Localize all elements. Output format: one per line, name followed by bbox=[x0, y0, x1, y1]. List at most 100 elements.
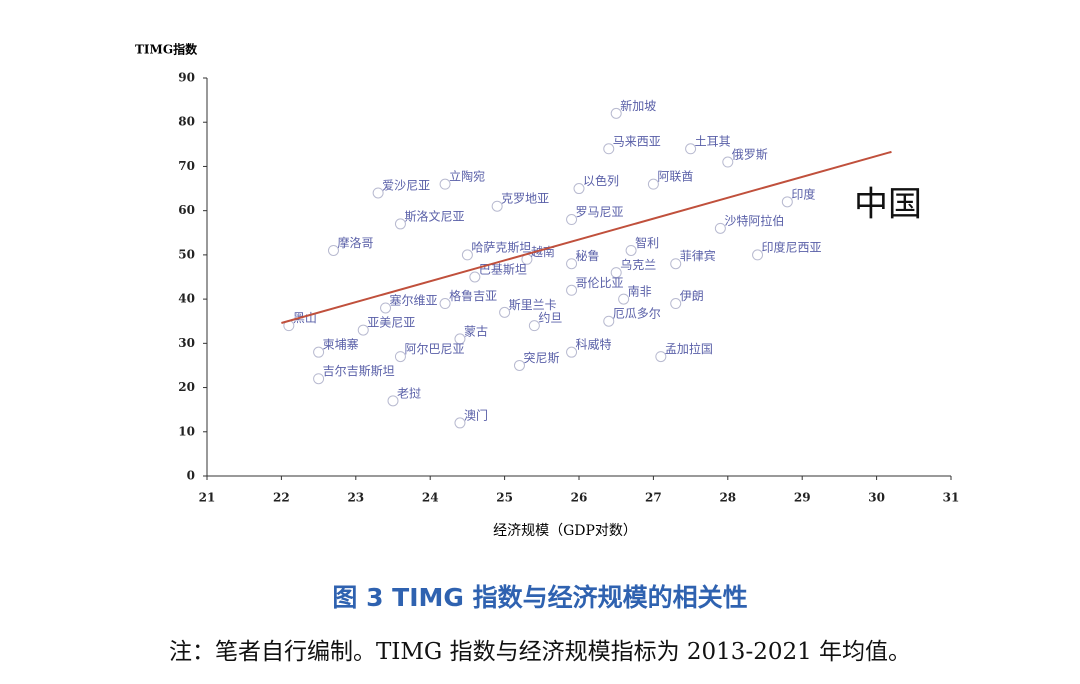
x-tick-label: 25 bbox=[496, 491, 513, 505]
point-label: 新加坡 bbox=[620, 98, 656, 113]
point-label: 秘鲁 bbox=[576, 249, 600, 263]
point bbox=[781, 196, 793, 208]
y-tick-label: 0 bbox=[187, 469, 195, 483]
y-tick-label: 40 bbox=[178, 292, 195, 306]
point-label: 哈萨克斯坦 bbox=[471, 240, 531, 254]
y-tick-label: 30 bbox=[178, 336, 195, 350]
point-label: 科威特 bbox=[576, 337, 612, 352]
point bbox=[327, 244, 339, 256]
point-label: 格鲁吉亚 bbox=[449, 288, 497, 303]
x-tick-label: 24 bbox=[422, 491, 439, 505]
point bbox=[603, 315, 615, 327]
point-label: 爱沙尼亚 bbox=[382, 178, 430, 192]
point bbox=[439, 298, 451, 310]
point bbox=[566, 214, 578, 226]
x-tick-label: 27 bbox=[645, 491, 662, 505]
point bbox=[618, 293, 630, 305]
point bbox=[655, 351, 667, 363]
point bbox=[566, 284, 578, 296]
x-tick-label: 31 bbox=[943, 491, 960, 505]
point bbox=[372, 187, 384, 199]
point-label: 智利 bbox=[635, 235, 659, 250]
point bbox=[461, 249, 473, 261]
x-tick-label: 22 bbox=[273, 491, 290, 505]
y-tick-label: 10 bbox=[178, 424, 195, 438]
point-label: 澳门 bbox=[464, 407, 488, 422]
y-tick-label: 60 bbox=[178, 203, 195, 217]
point-label: 马来西亚 bbox=[613, 134, 661, 148]
y-tick-label: 50 bbox=[178, 247, 195, 261]
point-label: 克罗地亚 bbox=[501, 192, 549, 206]
point-label: 柬埔寨 bbox=[323, 337, 359, 352]
point bbox=[573, 183, 585, 195]
point-label: 乌克兰 bbox=[620, 257, 656, 272]
point bbox=[603, 143, 615, 155]
point-label: 阿尔巴尼亚 bbox=[404, 341, 464, 356]
point bbox=[685, 143, 697, 155]
point-label: 摩洛哥 bbox=[337, 235, 373, 250]
point-label: 哥伦比亚 bbox=[576, 275, 624, 290]
y-tick-label: 20 bbox=[178, 380, 195, 394]
point bbox=[439, 178, 451, 190]
point bbox=[714, 222, 726, 234]
point bbox=[469, 271, 481, 283]
y-tick-label: 90 bbox=[178, 71, 195, 85]
point bbox=[313, 346, 325, 358]
point bbox=[647, 178, 659, 190]
y-axis-label: TIMG指数 bbox=[135, 42, 198, 57]
point-label: 巴基斯坦 bbox=[479, 263, 527, 277]
point bbox=[670, 258, 682, 270]
x-tick-label: 30 bbox=[868, 491, 885, 505]
point-label: 阿联酋 bbox=[657, 169, 693, 184]
point-label: 菲律宾 bbox=[680, 248, 716, 263]
y-tick-label: 70 bbox=[178, 159, 195, 173]
point bbox=[610, 107, 622, 119]
point bbox=[454, 417, 466, 429]
point bbox=[454, 333, 466, 345]
caption: 图 3 TIMG 指数与经济规模的相关性 bbox=[332, 583, 748, 612]
point-label: 伊朗 bbox=[680, 289, 704, 303]
point-label: 罗马尼亚 bbox=[576, 205, 624, 219]
point-label: 土耳其 bbox=[695, 134, 731, 148]
point-label: 约旦 bbox=[538, 310, 562, 325]
point bbox=[670, 298, 682, 310]
point bbox=[625, 244, 637, 256]
point bbox=[566, 346, 578, 358]
point bbox=[752, 249, 764, 261]
point-label: 孟加拉国 bbox=[665, 341, 713, 356]
x-axis-label: 经济规模（GDP对数） bbox=[493, 523, 637, 539]
point-label: 俄罗斯 bbox=[732, 148, 768, 162]
point-label: 老挝 bbox=[397, 386, 421, 400]
point bbox=[387, 395, 399, 407]
x-tick-label: 23 bbox=[347, 491, 364, 505]
point bbox=[722, 156, 734, 168]
chart: TIMG指数 经济规模（GDP对数） 中国 21 22 23 24 25 26 27 28 29… bbox=[135, 42, 960, 540]
point-label: 南非 bbox=[628, 284, 652, 299]
note: 注：笔者自行编制。TIMG 指数与经济规模指标为 2013-2021 年均值。 bbox=[168, 639, 912, 665]
point-label: 蒙古 bbox=[464, 323, 488, 338]
point-label: 以色列 bbox=[583, 174, 619, 188]
trend-line bbox=[281, 150, 892, 324]
point bbox=[491, 200, 503, 212]
point-label: 斯里兰卡 bbox=[509, 298, 557, 312]
point-label: 沙特阿拉伯 bbox=[724, 213, 784, 228]
point bbox=[513, 359, 525, 371]
point bbox=[394, 218, 406, 230]
point-label: 突尼斯 bbox=[523, 350, 559, 365]
point-label: 印度 bbox=[791, 186, 815, 201]
point-label: 厄瓜多尔 bbox=[613, 306, 661, 321]
point-label: 亚美尼亚 bbox=[367, 316, 415, 330]
x-tick-label: 26 bbox=[571, 491, 588, 505]
y-tick-label: 80 bbox=[178, 115, 195, 129]
point bbox=[394, 351, 406, 363]
point-label: 印度尼西亚 bbox=[762, 239, 822, 254]
point-label: 塞尔维亚 bbox=[390, 292, 438, 307]
point bbox=[357, 324, 369, 336]
point-label: 斯洛文尼亚 bbox=[404, 208, 464, 223]
x-tick-label: 29 bbox=[794, 491, 811, 505]
annotation: 中国 bbox=[854, 185, 922, 225]
point-label: 吉尔吉斯斯坦 bbox=[323, 363, 395, 378]
point bbox=[499, 306, 511, 318]
x-tick-label: 28 bbox=[719, 491, 736, 505]
